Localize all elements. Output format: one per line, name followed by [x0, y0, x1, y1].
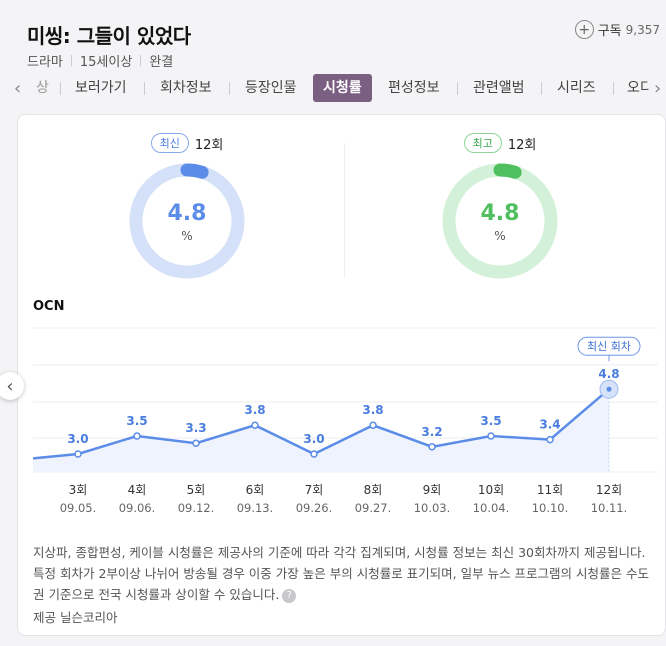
- best-episode: 12회: [507, 137, 537, 153]
- tab-divider: [613, 82, 614, 95]
- tab-cast[interactable]: 등장인물: [245, 80, 297, 96]
- genre-label: 드라마: [27, 55, 63, 70]
- data-point: [546, 435, 554, 444]
- x-tick-date: 09.12.: [178, 501, 215, 515]
- tab-divider: [144, 82, 145, 95]
- plus-circle-icon: +: [574, 20, 594, 39]
- x-tick-episode: 6회: [246, 483, 265, 497]
- data-label: 3.2: [421, 425, 442, 439]
- status-label: 완결: [149, 55, 174, 70]
- subscriber-count: 9,357: [625, 22, 660, 37]
- tab-episode-info[interactable]: 회차정보: [160, 80, 212, 96]
- ratings-card: 최신 12회 4.8 % 최고 12회 4.8 % OCN 3.0 3회 09.05…: [17, 114, 666, 636]
- latest-rating-unit: %: [181, 229, 193, 243]
- data-point: [133, 432, 141, 440]
- best-badge: 최고: [463, 133, 502, 153]
- tab-bar: ‹ 상 보러가기 회차정보 등장인물 시청률 편성정보 관련앨범 시리즈 오디 …: [0, 74, 666, 104]
- data-label: 3.4: [539, 418, 560, 432]
- area-fill: [33, 389, 609, 472]
- x-tick-date: 09.13.: [237, 501, 274, 515]
- data-label: 3.3: [185, 421, 206, 435]
- subscribe-button[interactable]: + 구독 9,357: [574, 20, 660, 39]
- x-tick-date: 10.03.: [414, 501, 451, 515]
- best-rating-value: 4.8: [480, 201, 520, 226]
- subscribe-label: 구독: [597, 24, 622, 39]
- data-label: 3.5: [480, 414, 501, 428]
- x-tick-episode: 10회: [478, 483, 504, 497]
- tab-next-icon[interactable]: ›: [654, 78, 662, 99]
- gauge-divider: [344, 143, 345, 278]
- channel-label: OCN: [33, 299, 65, 314]
- callout-label: 최신 회차: [587, 340, 631, 353]
- age-rating-label: 15세이상: [79, 55, 133, 70]
- tab-partial-left[interactable]: 상: [36, 80, 49, 96]
- latest-rating-gauge: 최신 12회 4.8 %: [117, 133, 257, 283]
- x-tick-date: 10.04.: [473, 501, 510, 515]
- data-label: 4.8: [598, 367, 619, 381]
- tab-divider: [229, 82, 230, 95]
- x-tick-episode: 4회: [128, 483, 147, 497]
- side-prev-button[interactable]: ‹: [0, 372, 24, 400]
- data-point: [192, 439, 200, 447]
- latest-rating-value: 4.8: [167, 201, 207, 226]
- data-point: [74, 450, 82, 458]
- x-tick-date: 10.10.: [532, 501, 569, 515]
- ratings-line-chart: 3.0 3회 09.05. 3.5 4회 09.06. 3.3 5회 09.12. 3.8 6회 09…: [33, 327, 658, 515]
- x-tick-date: 10.11.: [591, 501, 628, 515]
- meta-divider: [70, 55, 72, 66]
- x-tick-episode: 11회: [537, 483, 563, 497]
- x-tick-episode: 8회: [364, 483, 383, 497]
- latest-episode: 12회: [194, 137, 224, 153]
- data-label: 3.0: [67, 432, 88, 446]
- help-icon[interactable]: ?: [282, 588, 297, 603]
- data-point: [487, 432, 495, 440]
- chevron-left-icon: ‹: [6, 375, 14, 397]
- x-tick-episode: 9회: [423, 483, 442, 497]
- data-label: 3.8: [362, 403, 383, 417]
- data-point: [251, 421, 259, 429]
- page-title: 미씽: 그들이 있었다: [27, 24, 191, 48]
- x-tick-date: 09.26.: [296, 501, 333, 515]
- program-meta: 드라마 15세이상 완결: [27, 51, 173, 70]
- x-tick-date: 09.06.: [119, 501, 156, 515]
- x-tick-episode: 3회: [69, 483, 88, 497]
- x-tick-episode: 7회: [305, 483, 324, 497]
- tab-prev-icon[interactable]: ‹: [14, 78, 22, 99]
- tab-divider: [541, 82, 542, 95]
- tab-divider: [60, 82, 61, 95]
- tab-watch[interactable]: 보러가기: [75, 80, 127, 96]
- best-rating-gauge: 최고 12회 4.8 %: [430, 133, 570, 283]
- header: 미씽: 그들이 있었다 드라마 15세이상 완결 + 구독 9,357 ‹ 상 …: [0, 0, 666, 110]
- ratings-notice: 지상파, 종합편성, 케이블 시청률은 제공사의 기준에 따라 각각 집계되며,…: [33, 542, 653, 605]
- data-point: [369, 421, 377, 429]
- data-label: 3.8: [244, 403, 265, 417]
- meta-divider: [140, 55, 142, 66]
- notice-text: 지상파, 종합편성, 케이블 시청률은 제공사의 기준에 따라 각각 집계되며,…: [33, 545, 650, 602]
- tab-series[interactable]: 시리즈: [557, 80, 596, 96]
- tab-ratings[interactable]: 시청률: [313, 74, 372, 102]
- data-label: 3.0: [303, 432, 324, 446]
- data-point: [606, 386, 612, 392]
- latest-ring: [129, 163, 245, 279]
- x-tick-episode: 12회: [596, 483, 622, 497]
- tab-albums[interactable]: 관련앨범: [473, 80, 525, 96]
- tab-divider: [457, 82, 458, 95]
- data-point: [428, 443, 436, 451]
- x-tick-date: 09.05.: [60, 501, 97, 515]
- latest-badge: 최신: [150, 133, 189, 153]
- data-point: [310, 450, 318, 458]
- x-tick-episode: 5회: [187, 483, 206, 497]
- best-ring: [442, 163, 558, 279]
- x-tick-date: 09.27.: [355, 501, 392, 515]
- data-label: 3.5: [126, 414, 147, 428]
- tab-schedule[interactable]: 편성정보: [388, 80, 440, 96]
- tab-partial-right[interactable]: 오디: [627, 80, 649, 96]
- best-rating-unit: %: [494, 229, 506, 243]
- provider-label: 제공 닐슨코리아: [33, 610, 118, 625]
